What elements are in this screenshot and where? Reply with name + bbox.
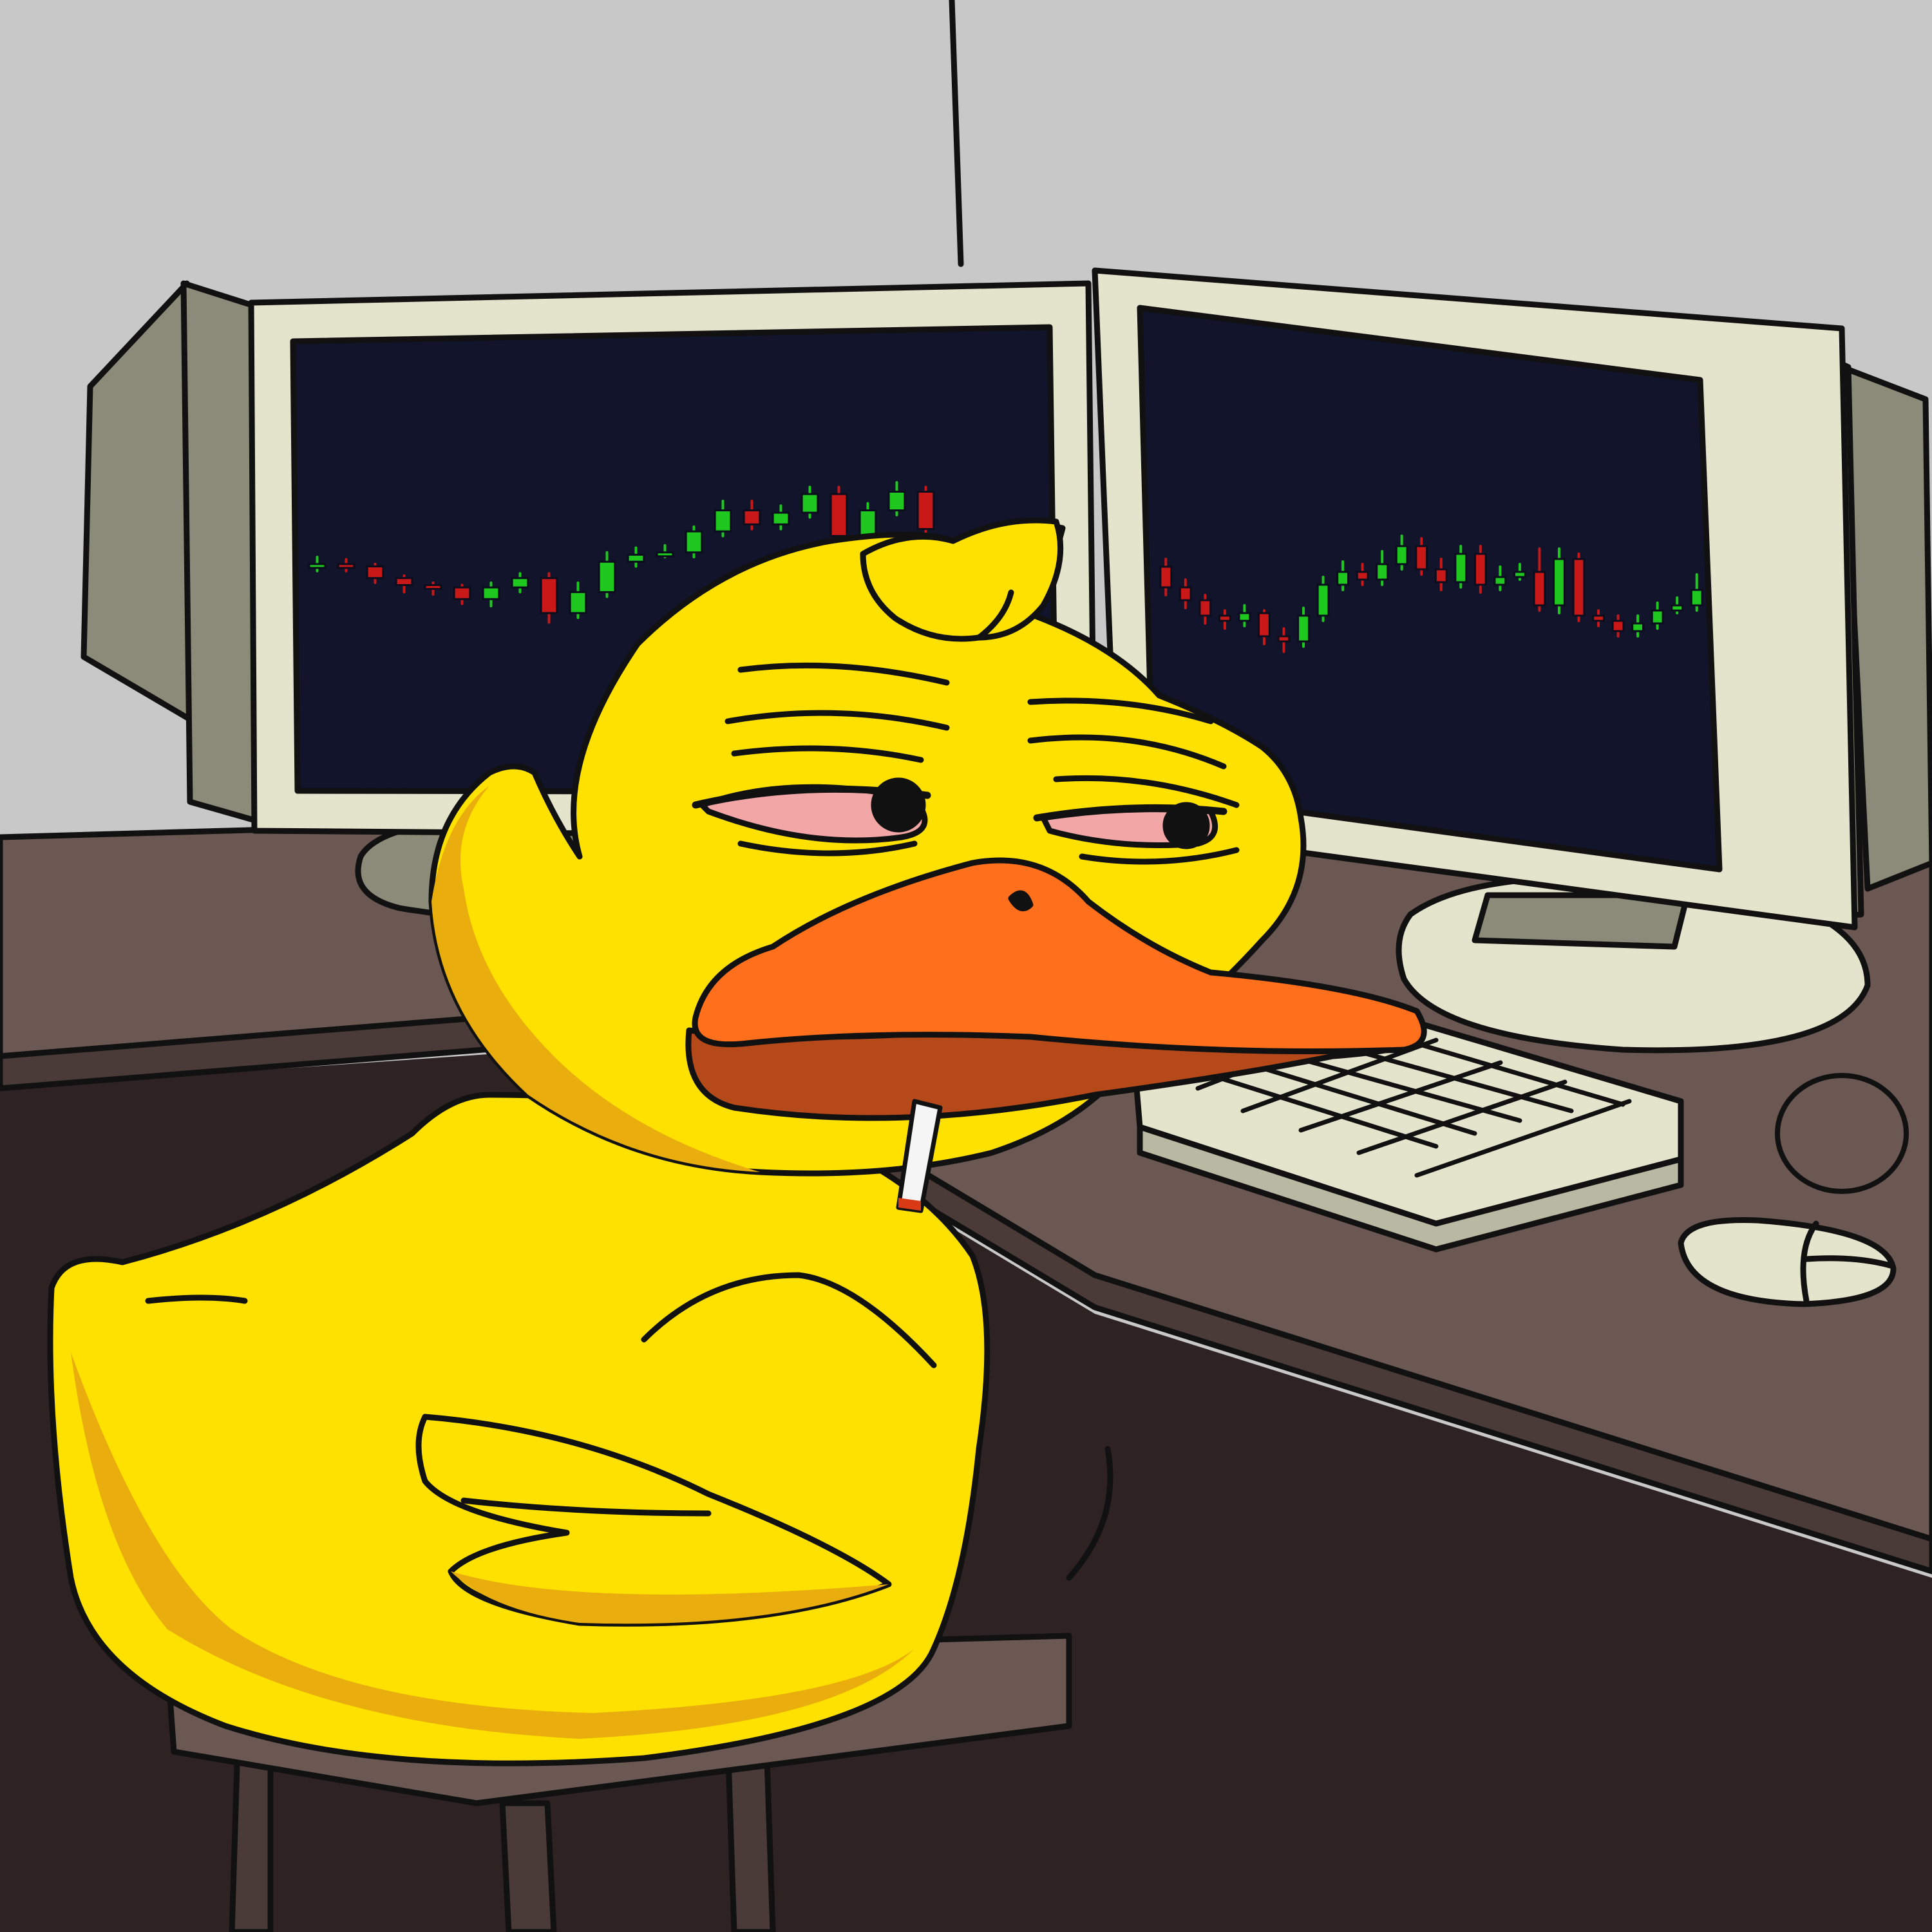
- candle-down: [453, 586, 471, 600]
- candle-up: [1513, 571, 1526, 578]
- candle-down: [916, 491, 935, 530]
- wall-corner-line: [949, 0, 964, 267]
- candle-down: [1179, 586, 1192, 601]
- duck-tuft-line: [976, 589, 1014, 641]
- candle-up: [685, 530, 703, 554]
- duck-brow-right-3: [1053, 775, 1240, 808]
- candle-down: [1415, 545, 1428, 571]
- duck-nostril: [1008, 890, 1034, 912]
- duck-brow-right-2: [1027, 734, 1227, 770]
- desk-front-right: [1095, 1314, 1932, 1932]
- duck-body-line: [641, 1272, 937, 1368]
- duck-tail-line: [1066, 1446, 1113, 1581]
- candle-down: [1434, 568, 1448, 583]
- candle-down: [1159, 565, 1173, 589]
- candle-up: [1671, 604, 1684, 612]
- duck-wing-line: [460, 1497, 712, 1517]
- candle-down: [829, 493, 848, 537]
- duck-pupil-right: [1162, 802, 1210, 849]
- duck-beak-upper: [692, 857, 1427, 1054]
- duck-brow-right-1: [1027, 697, 1214, 724]
- candle-down: [1356, 571, 1369, 581]
- candle-up: [1690, 589, 1703, 607]
- candle-up: [1395, 545, 1408, 565]
- mouse-pad-rim: [1775, 1073, 1909, 1194]
- candle-up: [1454, 553, 1468, 583]
- duck-lid-right: [1033, 804, 1227, 822]
- mouse-split: [1803, 1255, 1893, 1269]
- cigarette-ember: [898, 1198, 921, 1211]
- candle-down: [1473, 553, 1487, 586]
- candle-down: [337, 563, 355, 569]
- candle-up: [598, 560, 616, 593]
- candle-up: [1238, 612, 1251, 622]
- duck-brow-left-1: [737, 662, 950, 686]
- mouse-button-line: [1800, 1220, 1819, 1304]
- candle-down: [366, 565, 384, 580]
- candle-up: [858, 509, 877, 537]
- duck: [47, 517, 1427, 1766]
- left-chart: [308, 481, 935, 624]
- right-monitor-screen: [1137, 305, 1723, 873]
- stool-leg-front: [499, 1800, 557, 1932]
- candle-up: [656, 551, 674, 558]
- candle-up: [1376, 563, 1389, 581]
- duck-lid-left: [692, 785, 931, 809]
- candle-down: [1611, 620, 1625, 632]
- candle-up: [1297, 614, 1310, 643]
- candle-up: [569, 591, 587, 614]
- candle-up: [1316, 583, 1330, 617]
- candle-up: [482, 586, 500, 600]
- candle-down: [540, 577, 558, 614]
- duck-chest-line: [145, 1294, 248, 1304]
- duck-head-shade: [431, 786, 760, 1172]
- candle-up: [1631, 622, 1645, 632]
- candle-up: [1651, 609, 1664, 625]
- candle-down: [1277, 635, 1291, 643]
- candle-down: [1198, 599, 1212, 617]
- candle-up: [1493, 576, 1507, 586]
- candle-down: [1258, 612, 1271, 638]
- candle-down: [424, 584, 442, 590]
- candle-up: [627, 553, 645, 563]
- candle-down: [743, 509, 761, 526]
- keyboard-front: [1137, 1124, 1684, 1253]
- candle-down: [1218, 614, 1231, 622]
- candle-up: [308, 563, 327, 569]
- left-monitor-side: [180, 280, 261, 824]
- candle-up: [772, 511, 790, 526]
- mouse-body: [1678, 1217, 1897, 1307]
- candle-up: [887, 491, 906, 511]
- left-monitor: [80, 280, 1098, 922]
- mouse: [1678, 1073, 1909, 1307]
- duck-wing-shade: [451, 1571, 889, 1624]
- duck-eyebag-right: [1079, 847, 1240, 865]
- candle-down: [1592, 614, 1605, 622]
- stool-top-edge: [171, 1723, 1072, 1806]
- duck-brow-left-3: [731, 745, 924, 763]
- candle-up: [1336, 571, 1349, 586]
- right-monitor: [1092, 267, 1932, 1054]
- cigarette: [896, 1099, 943, 1213]
- duck-eyebag-left: [737, 840, 918, 857]
- candle-down: [395, 577, 413, 586]
- duck-brow-left-2: [724, 710, 950, 731]
- candle-up: [1553, 558, 1566, 607]
- duck-tuft: [860, 517, 1064, 642]
- candle-up: [511, 577, 529, 589]
- candle-down: [1572, 558, 1586, 617]
- candle-up: [714, 509, 732, 533]
- candle-down: [1533, 571, 1546, 607]
- candle-up: [800, 493, 819, 514]
- right-chart: [1159, 535, 1703, 653]
